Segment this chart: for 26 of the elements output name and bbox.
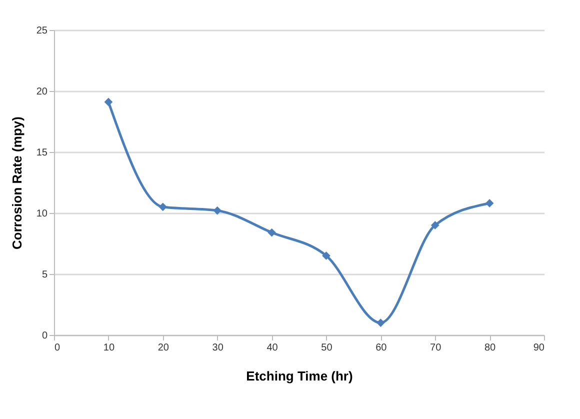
x-axis-title: Etching Time (hr) [246, 368, 353, 384]
y-tick-label: 20 [36, 86, 48, 98]
point [104, 98, 113, 106]
y-tick-label: 10 [36, 208, 48, 220]
point [322, 252, 330, 260]
y-axis-title: Corrosion Rate (mpy) [9, 116, 24, 250]
y-tick-label: 0 [42, 330, 48, 342]
x-tick-label: 20 [158, 342, 170, 354]
y-tick-label: 5 [42, 270, 48, 280]
x-tick-label: 80 [484, 342, 496, 354]
x-tick-label: 70 [430, 342, 442, 354]
point [268, 228, 276, 237]
x-tick-label: 10 [103, 342, 115, 354]
x-tick-label: 30 [212, 342, 224, 354]
point [376, 318, 385, 327]
x-tick-label: 50 [321, 342, 333, 354]
x-tick-label: 0 [54, 342, 60, 354]
y-tick-label: 15 [36, 148, 48, 158]
point [430, 221, 440, 230]
point [158, 202, 168, 212]
x-tick-label: 90 [533, 342, 545, 354]
y-tick-label: 25 [36, 26, 48, 36]
point [213, 206, 222, 215]
point [485, 199, 494, 208]
x-tick-label: 60 [376, 342, 388, 354]
x-tick-label: 40 [266, 342, 278, 354]
